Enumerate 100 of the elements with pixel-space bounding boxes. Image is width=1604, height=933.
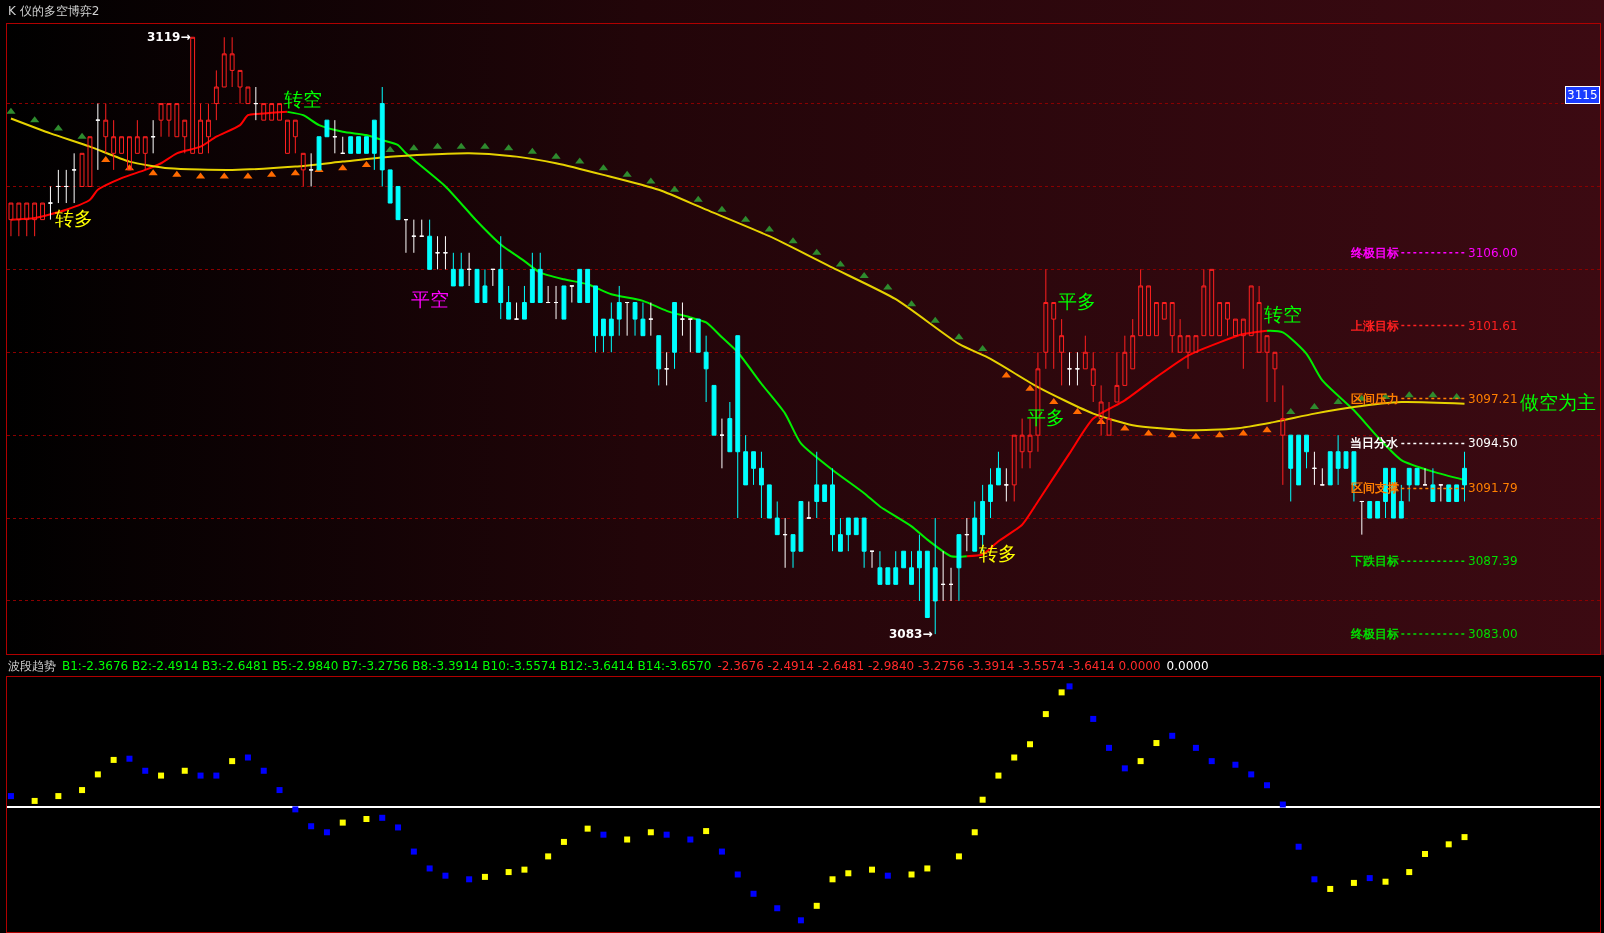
candlestick: [743, 434, 749, 486]
candlestick: [206, 103, 211, 154]
point: [741, 215, 751, 222]
candlestick: [150, 119, 156, 154]
candlestick: [261, 103, 267, 121]
candlestick: [680, 302, 685, 337]
candlestick: [213, 69, 219, 121]
candlestick: [443, 235, 448, 270]
candlestick: [648, 302, 654, 337]
candlestick: [1398, 484, 1404, 519]
annotation: 3087.39: [1468, 554, 1518, 568]
candlestick: [1264, 335, 1270, 403]
point: [30, 116, 40, 123]
candlestick: [1280, 384, 1286, 486]
point: [527, 147, 537, 154]
candlestick: [735, 335, 741, 519]
candlestick: [1430, 467, 1436, 502]
candlestick: [1106, 401, 1112, 436]
point: [1191, 432, 1201, 439]
candlestick: [1217, 302, 1223, 337]
candlestick: [632, 302, 638, 337]
text: 3115: [1567, 88, 1598, 102]
candlestick: [1177, 318, 1183, 353]
candlestick: [664, 351, 670, 386]
point: [978, 344, 988, 351]
candlestick: [356, 136, 361, 154]
point: [1238, 429, 1248, 436]
point: [788, 237, 798, 244]
point: [7, 107, 16, 114]
candlestick: [458, 252, 464, 287]
candlestick: [687, 318, 693, 353]
candlestick: [703, 335, 709, 403]
candlestick: [277, 103, 282, 121]
candlestick: [1090, 351, 1096, 403]
annotation: 转多: [979, 542, 1017, 564]
candlestick: [1359, 500, 1365, 536]
candlestick: [1319, 467, 1325, 486]
candlestick: [719, 418, 725, 469]
candlestick: [379, 86, 385, 187]
candlestick: [916, 534, 922, 602]
point: [812, 248, 822, 255]
candlestick: [245, 86, 251, 105]
candlestick: [569, 285, 575, 304]
annotation: 转多: [55, 207, 93, 229]
candlestick: [616, 285, 622, 337]
ref-line-label: 上涨目标: [1350, 319, 1399, 333]
point: [77, 132, 87, 139]
candlestick: [229, 36, 235, 88]
annotation: 3119→: [147, 30, 191, 44]
candlestick: [727, 401, 733, 453]
candlestick: [814, 451, 820, 519]
candlestick: [371, 119, 377, 171]
candlestick: [964, 517, 970, 552]
candlestick: [190, 36, 196, 154]
candlestick: [1462, 451, 1467, 502]
candlestick: [940, 550, 946, 602]
candlestick: [63, 169, 69, 204]
candlestick: [103, 103, 109, 154]
candlestick: [16, 202, 22, 237]
candlestick: [308, 152, 314, 187]
candlestick: [601, 318, 606, 353]
candlestick: [1114, 351, 1120, 403]
candlestick: [1343, 451, 1349, 469]
candlestick: [711, 384, 717, 436]
text: B1:-2.3676 B2:-2.4914 B3:-2.6481 B5:-2.9840 B7:-3.2756 B8:-3.3914 B10:-3.5574 B12:-3.6414 B14:-3.6570: [62, 659, 712, 673]
candlestick: [561, 285, 567, 320]
candlestick: [577, 268, 583, 304]
candlestick: [593, 285, 598, 353]
candlestick: [766, 484, 772, 519]
point: [267, 170, 277, 177]
point: [101, 155, 111, 162]
candlestick: [324, 119, 330, 138]
candlestick: [672, 302, 677, 370]
candlestick: [119, 136, 124, 154]
candlestick: [498, 235, 504, 320]
candlestick: [1454, 484, 1460, 502]
candlestick: [182, 119, 188, 154]
candlestick: [340, 136, 346, 154]
candlestick: [1414, 467, 1420, 486]
candlestick: [995, 451, 1001, 486]
candlestick: [1375, 500, 1381, 519]
candlestick: [782, 517, 788, 569]
candlestick: [845, 517, 851, 552]
candlestick: [972, 500, 978, 552]
candlestick: [332, 119, 338, 154]
candlestick: [348, 136, 354, 154]
annotation: 平多: [1027, 406, 1065, 428]
candlestick: [1153, 302, 1159, 337]
text: 做空为主: [1520, 391, 1596, 413]
candlestick: [822, 484, 828, 502]
candlestick: [838, 517, 843, 552]
candlestick: [269, 103, 275, 121]
candlestick: [1248, 285, 1254, 337]
candlestick: [774, 500, 780, 536]
candlestick: [1193, 335, 1199, 353]
annotation: 3083→: [889, 627, 933, 641]
candlestick: [529, 252, 535, 304]
candlestick: [1225, 302, 1230, 337]
point: [219, 172, 229, 179]
candlestick: [253, 86, 259, 121]
